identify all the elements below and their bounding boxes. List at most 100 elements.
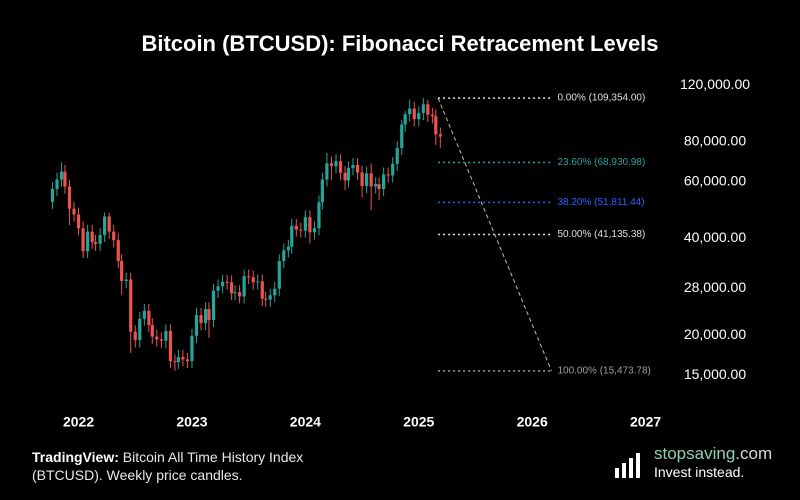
logo-icon bbox=[615, 453, 640, 478]
candle-body bbox=[211, 290, 216, 320]
candle-body bbox=[268, 295, 272, 300]
candle-body bbox=[325, 163, 329, 180]
candle-body bbox=[286, 246, 290, 251]
candle-body bbox=[290, 225, 294, 247]
candle-body bbox=[142, 310, 146, 319]
y-tick-label: 40,000.00 bbox=[684, 229, 746, 245]
candle-body bbox=[120, 261, 124, 281]
y-tick-label: 15,000.00 bbox=[684, 366, 746, 382]
candle-body bbox=[395, 147, 399, 164]
candle-body bbox=[260, 281, 264, 299]
candle-body bbox=[112, 231, 116, 241]
candle-body bbox=[417, 112, 421, 120]
candle-body bbox=[233, 292, 237, 294]
candle-body bbox=[351, 165, 355, 169]
candle-body bbox=[282, 250, 286, 262]
candle-body bbox=[430, 114, 434, 117]
candle-body bbox=[116, 240, 120, 262]
candle-body bbox=[59, 171, 64, 180]
candle-body bbox=[247, 276, 251, 278]
candle-body bbox=[421, 104, 425, 113]
x-tick-label: 2026 bbox=[517, 414, 548, 430]
fib-label: 23.60% (68,930.98) bbox=[557, 157, 645, 168]
candle-body bbox=[374, 184, 378, 187]
candle-body bbox=[138, 318, 142, 341]
candle-body bbox=[86, 231, 90, 252]
candle-body bbox=[434, 116, 438, 135]
source-note: TradingView: Bitcoin All Time History In… bbox=[32, 448, 332, 484]
x-tick-label: 2025 bbox=[403, 414, 434, 430]
candle-body bbox=[55, 179, 59, 190]
logo-name: stopsaving bbox=[654, 444, 736, 463]
candle-body bbox=[76, 214, 81, 229]
candle-body bbox=[93, 241, 98, 244]
candle-body bbox=[355, 165, 360, 173]
candle-body bbox=[303, 217, 307, 231]
candle-body bbox=[343, 172, 347, 181]
candle-body bbox=[67, 186, 72, 209]
source-text: Bitcoin All Time History Index (BTCUSD).… bbox=[32, 449, 304, 483]
logo-text: stopsaving.com bbox=[654, 444, 772, 464]
y-tick-label: 80,000.00 bbox=[684, 132, 746, 148]
candle-body bbox=[124, 279, 128, 281]
candle-body bbox=[317, 202, 321, 229]
candle-body bbox=[98, 234, 102, 244]
candle-body bbox=[225, 281, 229, 283]
candle-body bbox=[264, 298, 268, 300]
candle-body bbox=[173, 361, 177, 363]
candle-body bbox=[90, 231, 94, 242]
candle-body bbox=[365, 173, 369, 187]
x-tick-label: 2027 bbox=[630, 414, 661, 430]
candle-body bbox=[129, 279, 133, 332]
candle-body bbox=[176, 356, 180, 362]
candle-body bbox=[190, 335, 194, 362]
candle-body bbox=[50, 189, 55, 202]
candle-body bbox=[203, 309, 208, 324]
chart: Bitcoin (BTCUSD): Fibonacci Retracement … bbox=[50, 31, 750, 430]
candle-body bbox=[329, 163, 334, 167]
y-tick-label: 28,000.00 bbox=[684, 279, 746, 295]
candle-body bbox=[199, 315, 203, 324]
y-tick-label: 60,000.00 bbox=[684, 173, 746, 189]
candle-body bbox=[194, 315, 199, 336]
candle-body bbox=[107, 216, 111, 232]
candle-body bbox=[147, 310, 151, 326]
candle-body bbox=[155, 336, 159, 340]
fib-label: 0.00% (109,354.00) bbox=[557, 93, 645, 104]
candle-body bbox=[299, 229, 303, 231]
x-tick-label: 2023 bbox=[176, 414, 207, 430]
candle-body bbox=[72, 208, 76, 215]
candle-body bbox=[403, 114, 407, 125]
candle-body bbox=[63, 171, 67, 187]
candle-body bbox=[338, 161, 343, 173]
chart-title: Bitcoin (BTCUSD): Fibonacci Retracement … bbox=[141, 31, 658, 56]
candle-body bbox=[294, 225, 298, 230]
candle-body bbox=[103, 216, 107, 235]
candle-body bbox=[242, 276, 246, 297]
candle-body bbox=[426, 104, 430, 115]
x-tick-label: 2022 bbox=[63, 414, 94, 430]
candle-body bbox=[377, 184, 381, 190]
source-label: TradingView: bbox=[32, 449, 119, 465]
candle-body bbox=[251, 277, 255, 283]
candle-body bbox=[168, 331, 173, 362]
candle-body bbox=[277, 261, 281, 289]
logo-tld: .com bbox=[735, 444, 773, 463]
candle-body bbox=[312, 228, 317, 233]
candle-body bbox=[216, 286, 220, 291]
candle-body bbox=[438, 134, 442, 137]
candle-body bbox=[133, 331, 137, 341]
candle-body bbox=[412, 108, 416, 120]
candle-body bbox=[237, 292, 242, 297]
candle-body bbox=[164, 331, 168, 341]
candle-body bbox=[382, 174, 386, 190]
candle-body bbox=[400, 124, 404, 148]
candle-body bbox=[159, 339, 163, 341]
candle-body bbox=[408, 108, 412, 115]
candle-body bbox=[81, 228, 85, 252]
candle-body bbox=[256, 281, 260, 283]
candle-body bbox=[230, 282, 234, 294]
candle-body bbox=[150, 325, 154, 337]
fib-label: 50.00% (41,135.38) bbox=[557, 229, 645, 240]
